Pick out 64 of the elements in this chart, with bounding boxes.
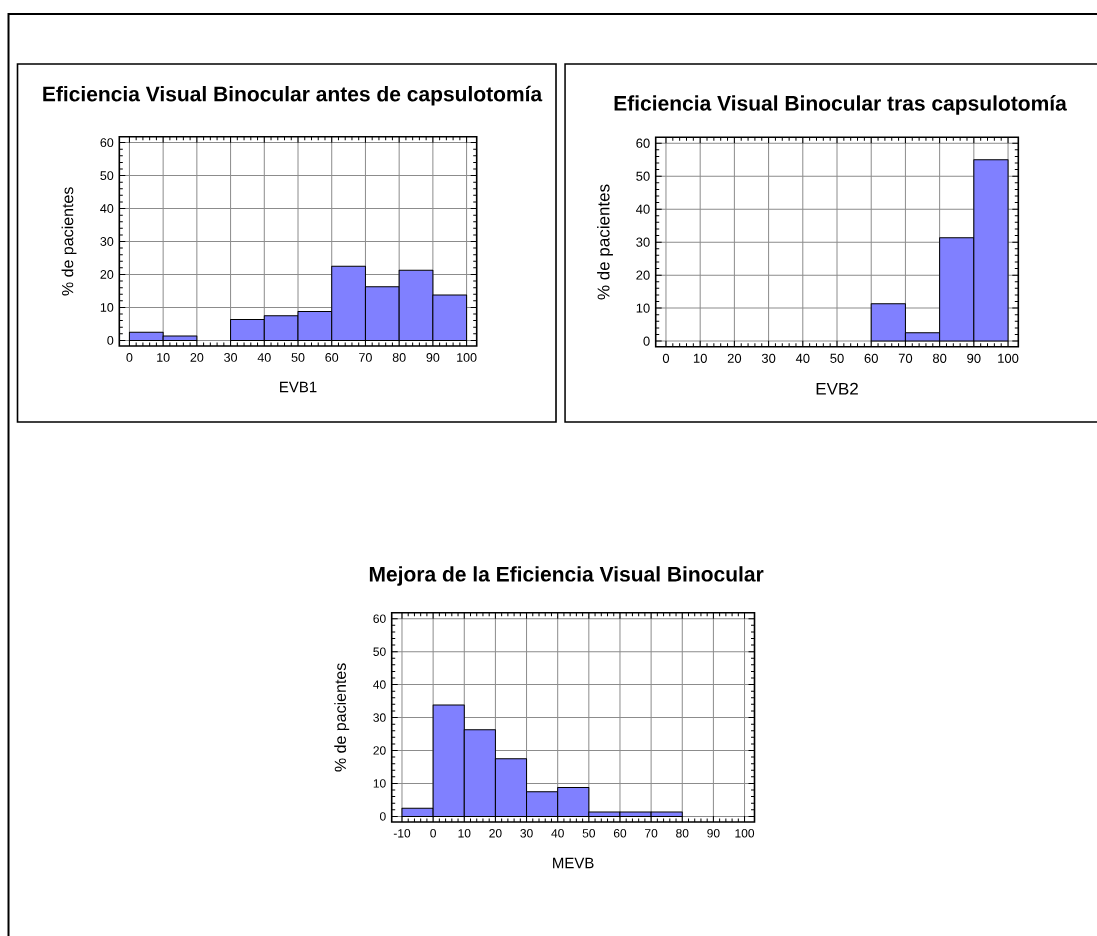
y-tick-label: 40	[636, 204, 650, 214]
x-tick-label: 30	[520, 829, 533, 838]
y-tick-label: 0	[379, 812, 386, 821]
y-tick-label: 30	[373, 713, 386, 722]
y-tick-label: 30	[100, 237, 114, 246]
y-axis-title: % de pacientes	[597, 184, 613, 300]
x-tick-label: 20	[190, 353, 204, 362]
x-axis-title: MEVB	[553, 857, 594, 869]
x-tick-label: 20	[727, 353, 742, 363]
x-tick-label: 10	[458, 829, 471, 838]
y-tick-label: 10	[636, 303, 650, 313]
y-axis-title: % de pacientes	[334, 663, 350, 772]
x-tick-label: 100	[457, 353, 477, 362]
x-tick-label: 40	[257, 353, 271, 362]
y-tick-label: 20	[373, 746, 386, 755]
x-tick-label: 90	[967, 353, 981, 363]
x-tick-label: 60	[613, 829, 627, 838]
y-tick-label: 20	[636, 270, 650, 280]
x-tick-label: 40	[551, 829, 564, 838]
y-tick-label: 0	[107, 335, 114, 345]
x-tick-label: -10	[393, 829, 411, 838]
chart-title: Eficiencia Visual Binocular tras capsulotomía	[614, 95, 1067, 115]
y-tick-label: 60	[636, 138, 650, 148]
x-tick-label: 80	[932, 353, 947, 363]
y-tick-label: 40	[100, 204, 114, 213]
x-axis-title: EVB1	[280, 381, 317, 393]
x-tick-label: 70	[898, 353, 913, 363]
chart-title: Eficiencia Visual Binocular antes de capsulotomía	[43, 85, 543, 106]
y-tick-label: 10	[373, 779, 386, 788]
y-tick-label: 60	[373, 614, 386, 623]
y-axis-title: % de pacientes	[61, 187, 77, 296]
x-tick-label: 30	[761, 353, 776, 363]
x-tick-label: 0	[662, 353, 670, 363]
x-tick-label: 100	[998, 353, 1019, 363]
x-tick-label: 40	[795, 353, 810, 363]
x-tick-label: 70	[359, 353, 372, 362]
x-tick-label: 70	[645, 829, 658, 838]
x-tick-label: 60	[325, 353, 339, 362]
x-tick-label: 50	[582, 829, 596, 838]
y-tick-label: 50	[636, 171, 650, 181]
x-tick-label: 20	[489, 829, 502, 838]
x-tick-label: 10	[157, 353, 170, 362]
x-tick-label: 0	[126, 353, 133, 362]
y-tick-label: 50	[100, 171, 114, 181]
x-tick-label: 80	[676, 829, 689, 838]
x-tick-label: 0	[430, 829, 436, 838]
x-tick-label: 90	[426, 353, 440, 362]
chart-title: Mejora de la Eficiencia Visual Binocular	[369, 566, 764, 586]
x-tick-label: 100	[735, 829, 755, 838]
x-tick-label: 50	[291, 353, 305, 362]
y-tick-label: 50	[373, 647, 386, 656]
x-tick-label: 90	[707, 829, 720, 838]
x-tick-label: 30	[224, 353, 238, 362]
x-tick-label: 60	[864, 353, 878, 363]
x-tick-label: 50	[830, 353, 844, 363]
y-tick-label: 10	[100, 303, 114, 312]
y-tick-label: 60	[100, 138, 114, 148]
y-tick-label: 20	[100, 270, 114, 279]
x-tick-label: 10	[693, 353, 707, 363]
x-tick-label: 80	[392, 353, 406, 362]
y-tick-label: 40	[373, 680, 386, 689]
y-tick-label: 30	[636, 237, 650, 247]
x-axis-title: EVB2	[816, 382, 858, 395]
y-tick-label: 0	[643, 336, 650, 346]
